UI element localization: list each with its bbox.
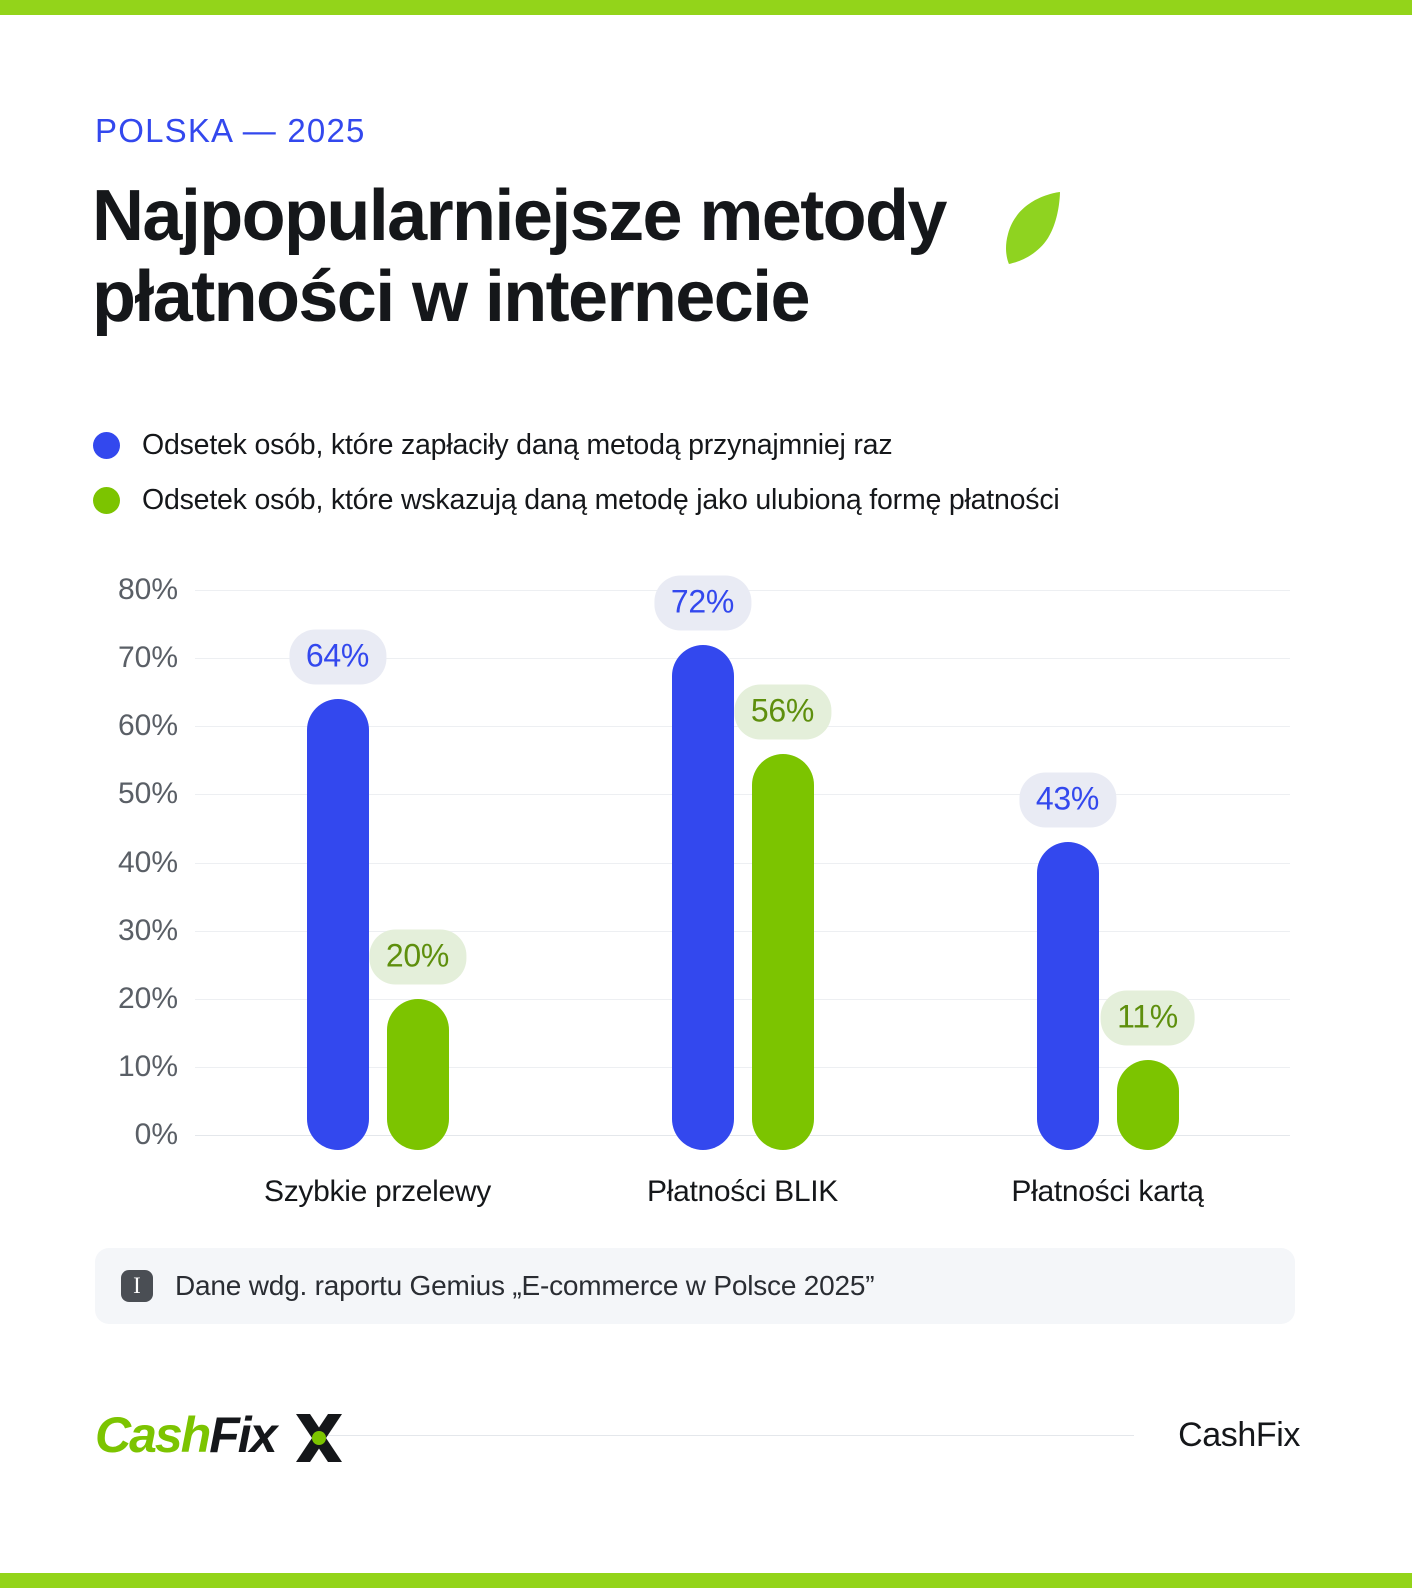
footer-brand-name: CashFix [1178, 1415, 1300, 1454]
bottom-accent-bar [0, 1573, 1412, 1588]
y-axis-tick-label: 80% [117, 573, 178, 606]
legend-item-green: Odsetek osób, które wskazują daną metodę… [93, 473, 1313, 528]
source-footnote: I Dane wdg. raportu Gemius „E-commerce w… [95, 1248, 1295, 1324]
footer-divider [319, 1434, 1135, 1436]
chart-plot-area: 80% 70% 60% 50% 40% 30% 20% 10% 0% 64% 20% Szybkie… [118, 573, 1290, 1208]
legend-item-blue: Odsetek osób, które zapłaciły daną metod… [93, 418, 1313, 473]
bar-blue[interactable] [671, 644, 734, 1150]
bar-group: 64% 20% Szybkie przelewy [195, 590, 560, 1208]
cashfix-logo: CashFix [95, 1406, 342, 1464]
logo-x-mark-icon [296, 1414, 342, 1462]
bar-value-label: 43% [1018, 772, 1117, 828]
bar-value-label: 64% [288, 629, 387, 685]
page-footer: CashFix CashFix [95, 1400, 1300, 1470]
eyebrow-label: POLSKA — 2025 [95, 112, 366, 149]
legend-label-blue: Odsetek osób, które zapłaciły daną metod… [142, 429, 893, 461]
bar-value-label: 11% [1100, 990, 1195, 1046]
bar-green[interactable] [1116, 1060, 1179, 1150]
chart-legend: Odsetek osób, które zapłaciły daną metod… [93, 418, 1313, 528]
gridline [195, 862, 1290, 864]
bar-chart: 80% 70% 60% 50% 40% 30% 20% 10% 0% 64% 20% Szybkie… [95, 568, 1295, 1208]
gridline [195, 794, 1290, 796]
x-axis-category-label: Płatności BLIK [647, 1175, 838, 1208]
title-line-1: Najpopularniejsze metody [92, 176, 947, 256]
x-axis-category-label: Płatności kartą [1011, 1175, 1204, 1208]
y-axis-tick-label: 40% [117, 845, 178, 879]
y-axis-tick-label: 10% [117, 1049, 178, 1083]
y-axis-tick-label: 50% [117, 777, 178, 811]
gridline [195, 930, 1290, 932]
gridline [195, 1135, 1290, 1136]
x-axis-category-label: Szybkie przelewy [264, 1175, 491, 1208]
bar-green[interactable] [386, 998, 449, 1150]
y-axis-tick-label: 20% [117, 981, 178, 1015]
bar-group: 43% 11% Płatności kartą [925, 590, 1290, 1208]
bar-blue[interactable] [306, 699, 369, 1150]
bar-value-label: 72% [653, 575, 752, 630]
bar-value-label: 20% [368, 929, 467, 985]
legend-dot-green-icon [93, 487, 120, 514]
y-axis-tick-label: 30% [117, 913, 178, 947]
logo-text-cash: Cash [95, 1407, 211, 1463]
top-accent-bar [0, 0, 1412, 15]
title-line-2: płatności w internecie [92, 257, 811, 338]
gridline [195, 998, 1290, 1000]
chart-bar-groups: 64% 20% Szybkie przelewy 72% 56% Płatności BL… [195, 575, 1290, 1208]
y-axis-tick-label: 70% [117, 641, 178, 675]
bar-green[interactable] [751, 753, 814, 1150]
source-footnote-text: Dane wdg. raportu Gemius „E-commerce w P… [175, 1270, 875, 1301]
bar-value-label: 56% [733, 684, 832, 739]
info-icon: I [121, 1270, 153, 1302]
y-axis-tick-label: 60% [117, 709, 178, 743]
y-axis-tick-label: 0% [134, 1118, 178, 1151]
legend-label-green: Odsetek osób, które wskazują daną metodę… [142, 484, 1060, 516]
page-title: Najpopularniejsze metody płatności w int… [92, 176, 1092, 339]
bar-group: 72% 56% Płatności BLIK [560, 575, 925, 1208]
gridline [195, 658, 1290, 660]
logo-text-fix: Fix [209, 1407, 277, 1463]
gridline [195, 1066, 1290, 1068]
bar-blue[interactable] [1036, 842, 1099, 1150]
legend-dot-blue-icon [93, 432, 120, 459]
